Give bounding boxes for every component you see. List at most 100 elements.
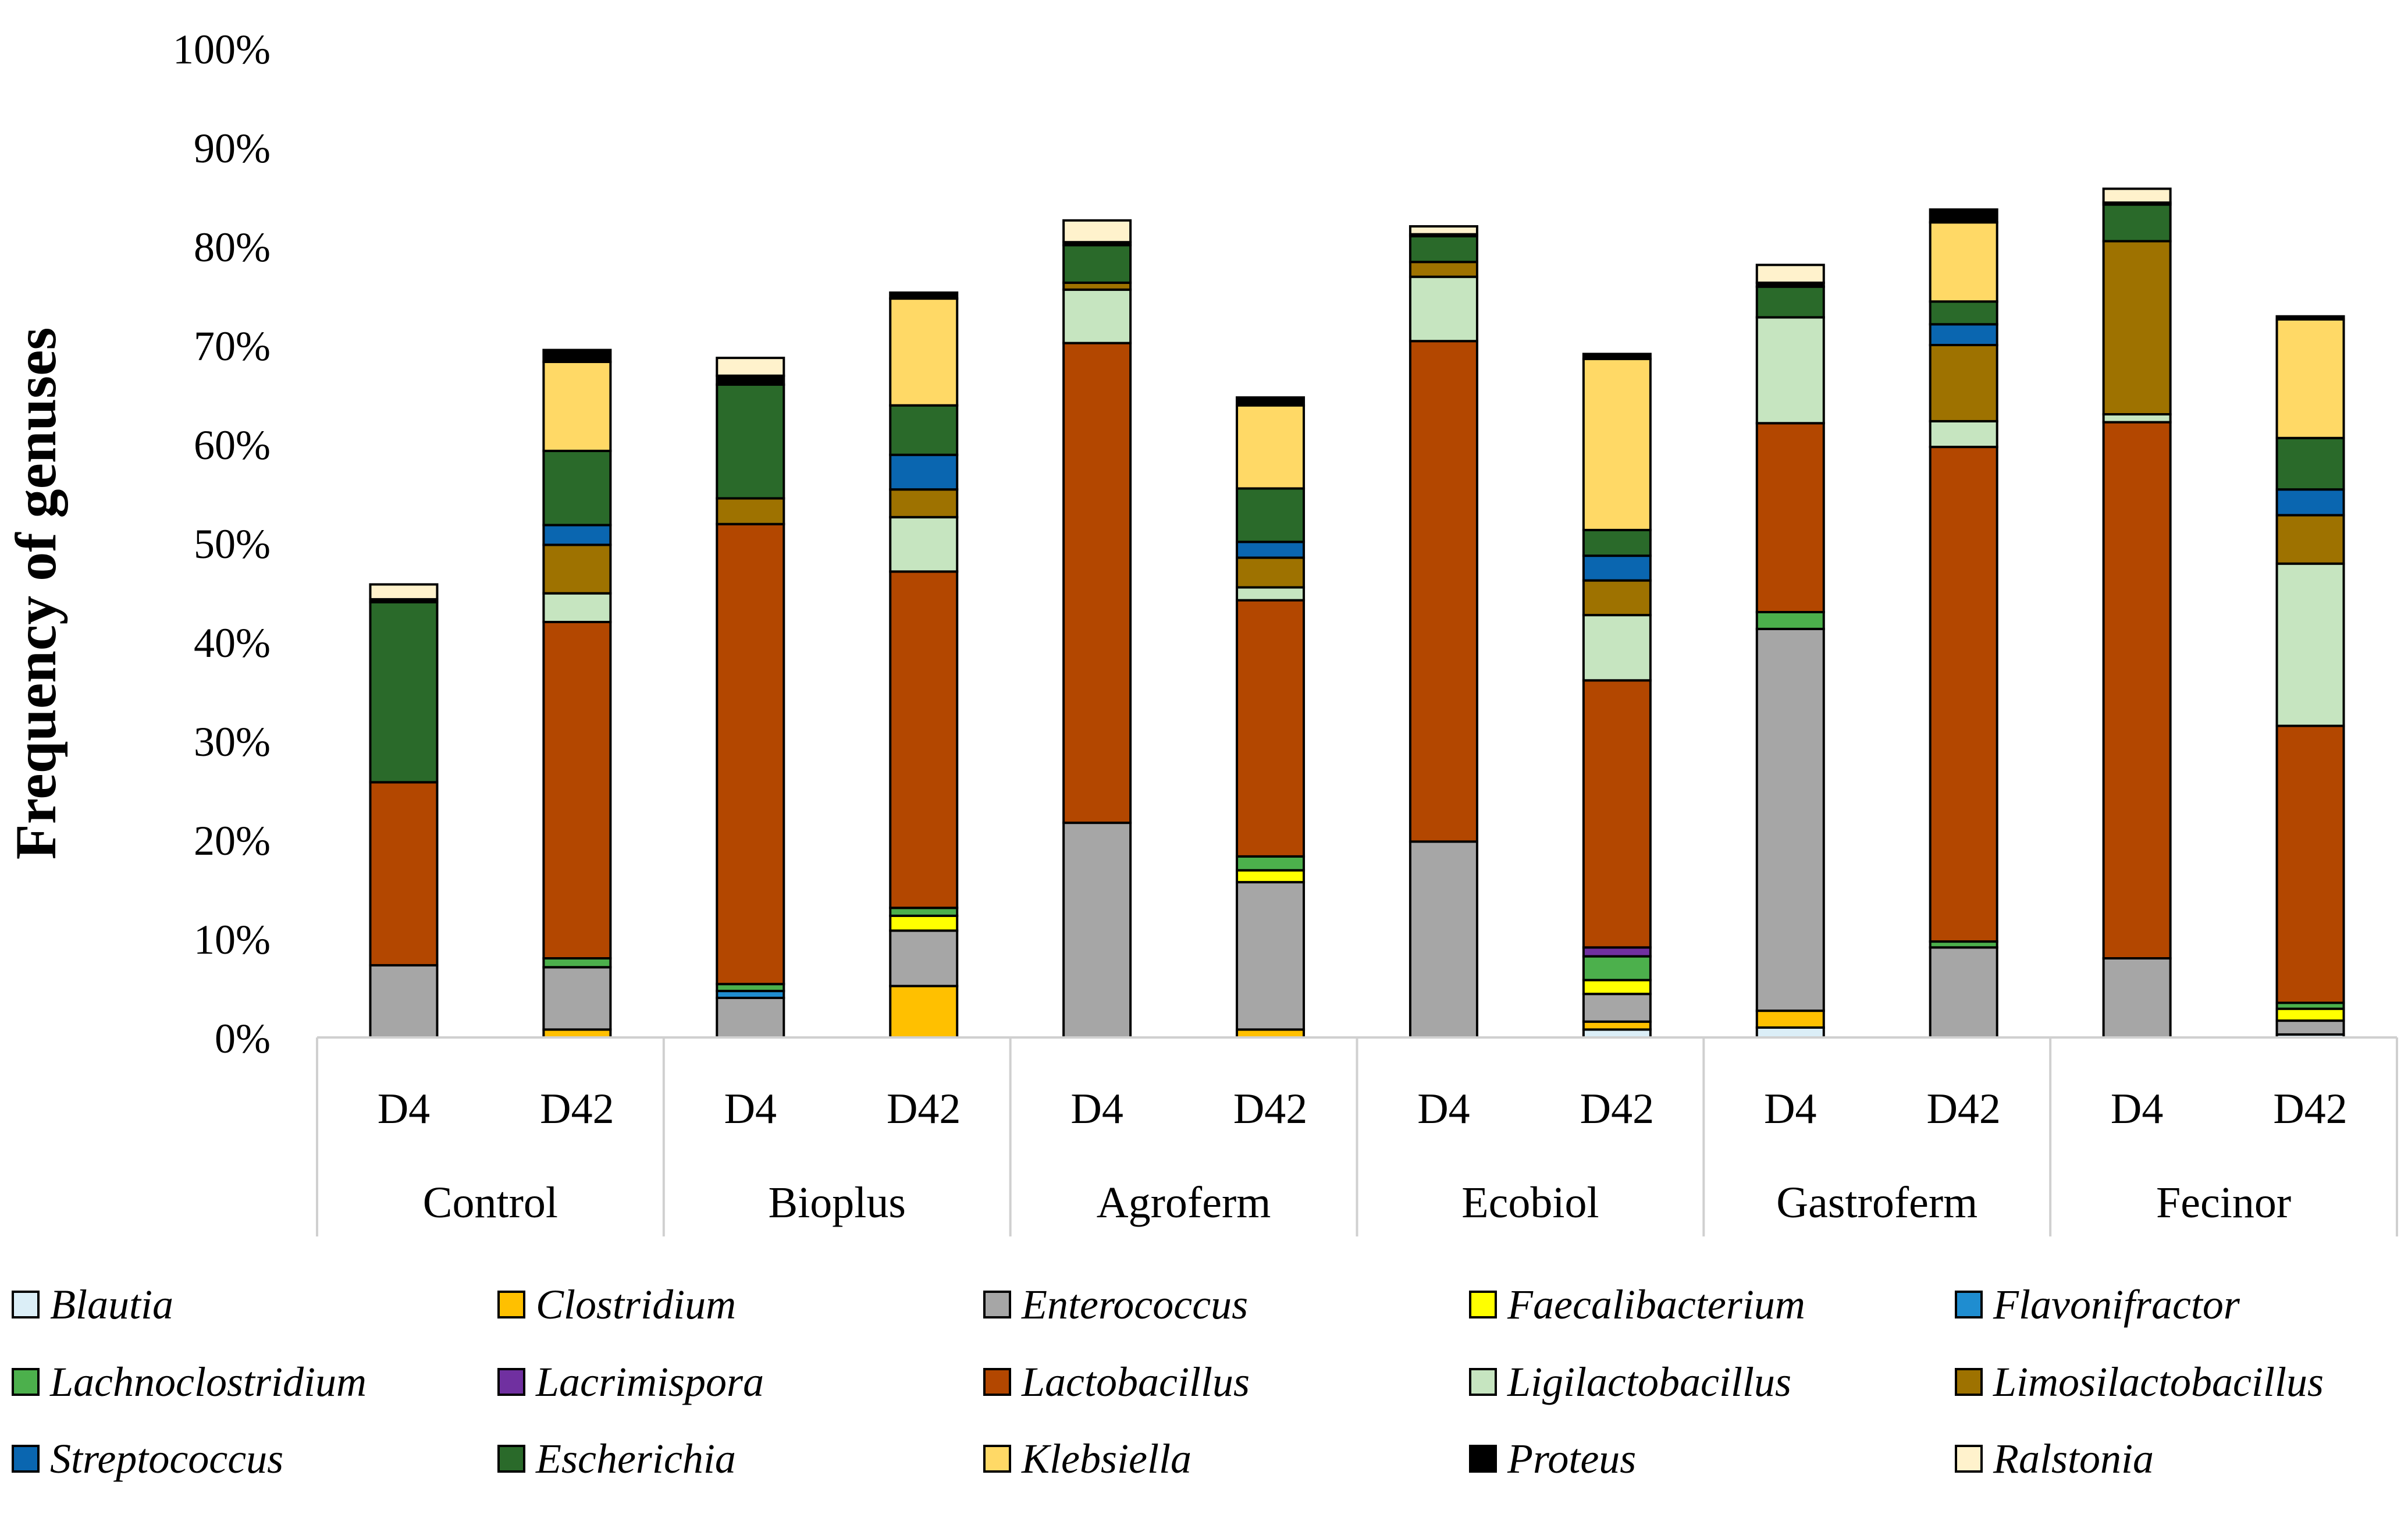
bar-segment-ralstonia xyxy=(1062,219,1132,244)
bar-segment-escherichia xyxy=(716,383,785,500)
bar-segment-limosilactobacillus xyxy=(1236,556,1306,589)
x-axis: D4 D42 D4 D42 D4 D42 D4 D42 D4 D42 D4 D42 Control Bio… xyxy=(316,1036,2398,1236)
bar-segment-enterococcus xyxy=(2275,1019,2345,1036)
bar-segment-faecalibacterium xyxy=(2275,1007,2345,1022)
y-tick-label: 0% xyxy=(215,1015,271,1062)
bar-segment-limosilactobacillus xyxy=(716,497,785,525)
bar-segment-lactobacillus xyxy=(716,523,785,986)
bar-segment-enterococcus xyxy=(889,929,959,987)
bar-segment-lactobacillus xyxy=(1408,340,1478,843)
bar-segment-ligilactobacillus xyxy=(1755,316,1825,425)
bar-segment-lactobacillus xyxy=(2102,421,2172,959)
bar-segment-ralstonia xyxy=(1755,264,1825,284)
bar-segment-clostridium xyxy=(1755,1010,1825,1029)
bar-stack xyxy=(1408,225,1478,1039)
bar-segment-clostridium xyxy=(1236,1028,1306,1039)
bar-segment-lactobacillus xyxy=(2275,724,2345,1004)
bar-stack xyxy=(1062,219,1132,1039)
bar-segment-klebsiella xyxy=(889,297,959,407)
y-tick-label: 60% xyxy=(194,422,271,468)
bar-segment-klebsiella xyxy=(1929,221,1998,303)
bar-segment-clostridium xyxy=(1582,1020,1652,1031)
bar-segment-faecalibacterium xyxy=(1236,869,1306,884)
bar-segment-enterococcus xyxy=(1236,881,1306,1031)
x-tick-label: D4 xyxy=(1070,1085,1123,1133)
y-tick-label: 30% xyxy=(194,719,271,765)
bar-segment-streptococcus xyxy=(1929,323,1998,346)
bar-segment-escherichia xyxy=(1236,487,1306,543)
bar-segment-limosilactobacillus xyxy=(2102,240,2172,415)
x-tick-label: D42 xyxy=(540,1085,614,1133)
y-tick-label: 20% xyxy=(194,818,271,864)
bar-segment-limosilactobacillus xyxy=(1408,261,1478,278)
bar-segment-enterococcus xyxy=(1755,627,1825,1012)
bar-segment-proteus xyxy=(2275,315,2345,321)
y-axis-ticks: 0% 10% 20% 30% 40% 50% 60% 70% 80% 90% 100% xyxy=(173,26,271,1062)
bar-segment-lactobacillus xyxy=(1582,679,1652,949)
bar-segment-ligilactobacillus xyxy=(889,516,959,573)
bar-segment-lactobacillus xyxy=(1755,422,1825,613)
bar-segment-limosilactobacillus xyxy=(1929,344,1998,422)
y-tick-label: 10% xyxy=(194,916,271,963)
bar-segment-proteus xyxy=(542,349,612,363)
bar-stack xyxy=(1582,353,1652,1039)
bar-segment-proteus xyxy=(889,291,959,300)
bar-stack xyxy=(2102,187,2172,1039)
bar-segment-lachnoclostridium xyxy=(1582,955,1652,982)
bar-segment-enterococcus xyxy=(369,964,439,1039)
bar-segment-enterococcus xyxy=(2102,957,2172,1039)
bar-segment-ralstonia xyxy=(2102,187,2172,204)
bar-segment-lactobacillus xyxy=(889,570,959,909)
bar-stack xyxy=(1236,396,1306,1039)
bar-segment-escherichia xyxy=(369,601,439,784)
bar-segment-ligilactobacillus xyxy=(1062,288,1132,344)
bar-segment-streptococcus xyxy=(542,524,612,546)
group-label: Gastroferm xyxy=(1776,1178,1977,1227)
bar-segment-lactobacillus xyxy=(1929,446,1998,943)
y-tick-label: 80% xyxy=(194,224,271,271)
bar-segment-ralstonia xyxy=(716,357,785,377)
group-label: Agroferm xyxy=(1097,1178,1271,1227)
bar-segment-escherichia xyxy=(2102,203,2172,243)
group-label: Control xyxy=(423,1178,558,1227)
bar-segment-enterococcus xyxy=(1062,822,1132,1039)
bar-segment-limosilactobacillus xyxy=(2275,514,2345,565)
x-tick-label: D42 xyxy=(887,1085,961,1133)
bar-segment-escherichia xyxy=(1755,285,1825,319)
bar-segment-lachnoclostridium xyxy=(1755,611,1825,630)
bar-stack xyxy=(889,291,959,1039)
x-tick-label: D4 xyxy=(724,1085,777,1133)
bar-segment-limosilactobacillus xyxy=(1582,579,1652,617)
bar-segment-escherichia xyxy=(1062,244,1132,284)
bar-segment-streptococcus xyxy=(889,453,959,491)
bar-segment-faecalibacterium xyxy=(889,914,959,932)
y-tick-label: 100% xyxy=(173,26,271,73)
bar-segment-lachnoclostridium xyxy=(542,957,612,969)
bar-segment-escherichia xyxy=(1929,300,1998,326)
x-tick-label: D42 xyxy=(1926,1085,2000,1133)
bar-stacks xyxy=(369,187,2345,1039)
bar-segment-blautia xyxy=(1755,1026,1825,1039)
bar-stack xyxy=(1929,208,1998,1039)
bar-segment-proteus xyxy=(716,374,785,386)
bar-segment-lactobacillus xyxy=(369,781,439,966)
x-tick-label: D4 xyxy=(378,1085,430,1133)
bar-segment-escherichia xyxy=(1582,528,1652,557)
bar-segment-proteus xyxy=(1929,208,1998,224)
y-tick-label: 40% xyxy=(194,620,271,666)
bar-segment-enterococcus xyxy=(542,966,612,1031)
bar-segment-lactobacillus xyxy=(1062,342,1132,824)
bar-stack xyxy=(2275,315,2345,1039)
bar-segment-ligilactobacillus xyxy=(1582,614,1652,682)
x-tick-label: D42 xyxy=(1233,1085,1307,1133)
bar-segment-ralstonia xyxy=(1408,225,1478,236)
bar-segment-lacrimispora xyxy=(1582,946,1652,958)
bar-segment-escherichia xyxy=(889,404,959,456)
x-tick-label: D42 xyxy=(1580,1085,1654,1133)
bar-segment-lachnoclostridium xyxy=(1236,855,1306,872)
bar-stack xyxy=(542,349,612,1039)
bar-segment-limosilactobacillus xyxy=(889,488,959,518)
bar-stack xyxy=(1755,264,1825,1039)
bar-stack xyxy=(716,357,785,1039)
